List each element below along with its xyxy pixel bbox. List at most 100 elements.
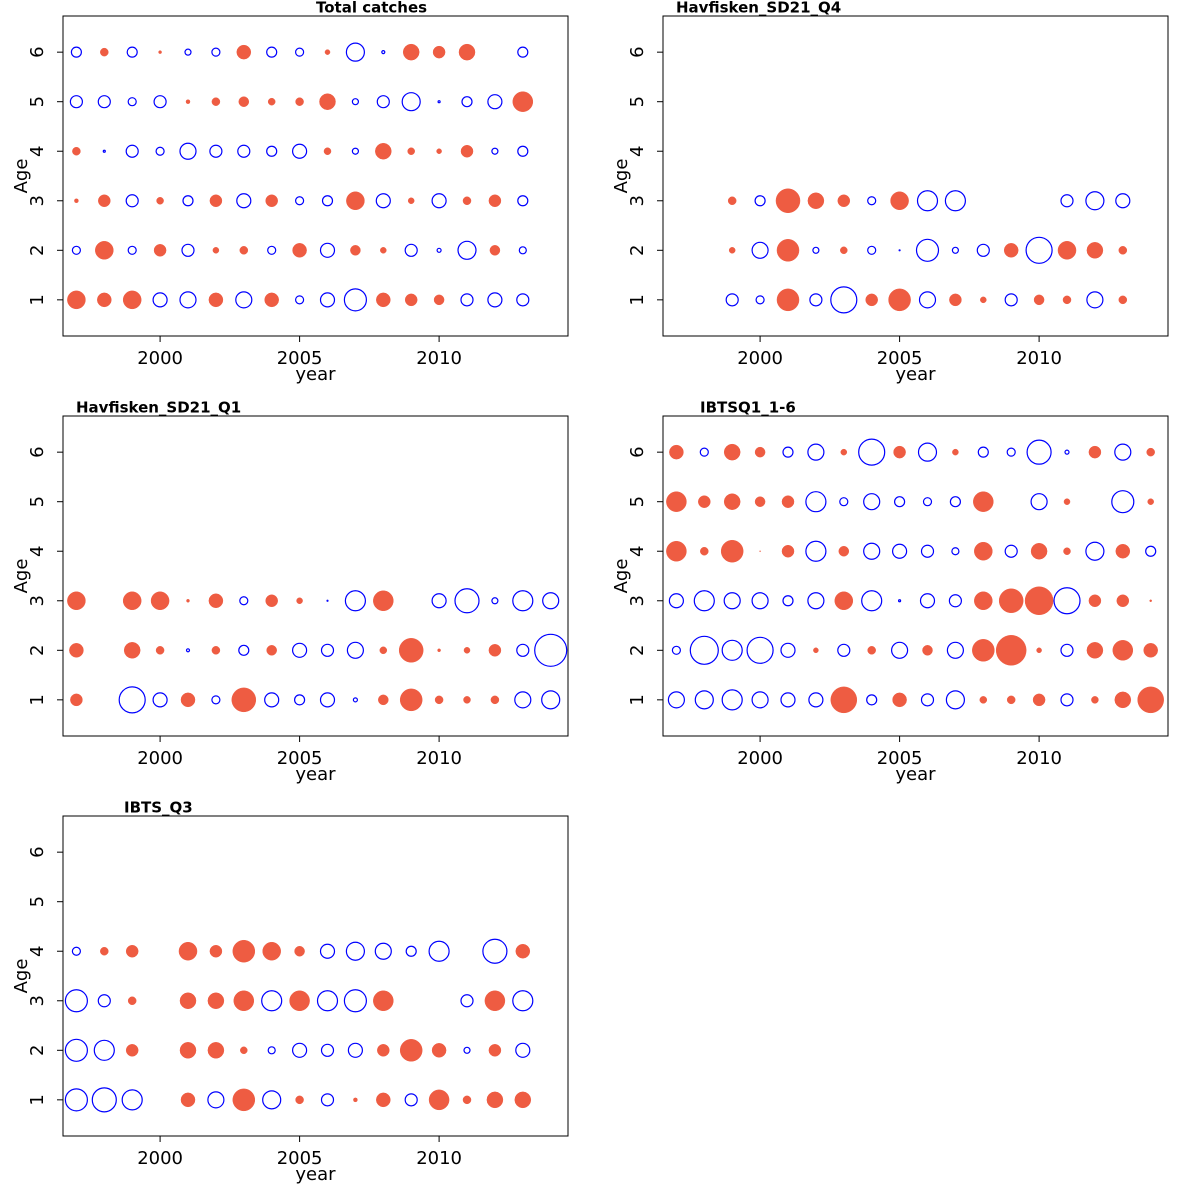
negative-residual (976, 243, 990, 257)
negative-residual (751, 592, 769, 610)
negative-residual (721, 639, 743, 661)
positive-residual (292, 243, 307, 258)
positive-residual (404, 293, 418, 307)
x-tick-label: 2000 (137, 348, 183, 369)
y-tick-label: 5 (27, 896, 48, 907)
positive-residual (185, 99, 191, 104)
positive-residual (460, 144, 474, 158)
positive-residual (209, 944, 223, 958)
positive-residual (95, 241, 114, 260)
positive-residual (428, 1089, 450, 1111)
x-tick-label: 2010 (1016, 748, 1062, 769)
negative-residual (512, 990, 534, 1012)
negative-residual (699, 447, 709, 457)
negative-residual (1060, 643, 1074, 657)
negative-residual (428, 940, 450, 962)
negative-residual (343, 989, 367, 1013)
positive-residual (431, 1043, 447, 1058)
negative-residual (211, 47, 221, 57)
y-tick-label: 2 (27, 1045, 48, 1056)
positive-residual (759, 550, 761, 552)
negative-residual (207, 1091, 225, 1109)
positive-residual (295, 97, 304, 106)
negative-residual (805, 540, 827, 562)
positive-residual (378, 694, 389, 706)
negative-residual (376, 95, 390, 109)
positive-residual (398, 638, 424, 663)
negative-residual (126, 46, 138, 58)
negative-residual (121, 1089, 143, 1111)
positive-residual (324, 49, 331, 55)
y-tick-label: 6 (627, 446, 648, 457)
positive-residual (865, 293, 878, 307)
negative-residual (671, 645, 681, 655)
negative-residual (863, 493, 881, 511)
positive-residual (1088, 594, 1102, 608)
panel-title: Havfisken_SD21_Q4 (676, 0, 841, 17)
panel-title: IBTS_Q3 (124, 799, 193, 817)
positive-residual (67, 290, 86, 310)
negative-residual (344, 590, 366, 612)
x-tick-label: 2000 (137, 1148, 183, 1169)
positive-residual (700, 546, 709, 556)
positive-residual (296, 597, 303, 605)
positive-residual (893, 445, 906, 459)
positive-residual (974, 591, 993, 611)
positive-residual (462, 196, 472, 206)
negative-residual (866, 694, 878, 706)
negative-residual (152, 292, 168, 308)
negative-residual (237, 144, 251, 158)
negative-residual (291, 143, 308, 159)
negative-residual (294, 196, 305, 206)
negative-residual (264, 692, 280, 708)
y-tick-label: 1 (627, 294, 648, 305)
positive-residual (180, 692, 196, 708)
x-tick-label: 2000 (737, 748, 783, 769)
y-tick-label: 2 (627, 245, 648, 256)
positive-residual (98, 194, 111, 208)
negative-residual (721, 689, 743, 711)
negative-residual (1060, 693, 1074, 707)
positive-residual (294, 945, 305, 957)
negative-residual (125, 144, 139, 158)
negative-residual (127, 245, 137, 255)
positive-residual (1143, 643, 1158, 658)
positive-residual (1086, 642, 1104, 659)
negative-residual (1004, 293, 1018, 307)
negative-residual (1085, 191, 1105, 211)
y-tick-label: 3 (627, 595, 648, 606)
negative-residual (919, 593, 936, 609)
positive-residual (295, 1095, 304, 1105)
y-tick-label: 2 (27, 645, 48, 656)
x-tick-label: 2000 (737, 348, 783, 369)
positive-residual (1118, 246, 1128, 255)
y-tick-label: 6 (627, 46, 648, 57)
positive-residual (867, 646, 876, 655)
plot-frame (662, 15, 1169, 337)
negative-residual (404, 243, 418, 257)
negative-residual (516, 293, 530, 307)
positive-residual (1062, 295, 1072, 305)
negative-residual (93, 1039, 115, 1061)
positive-residual (775, 188, 801, 214)
positive-residual (922, 645, 933, 656)
x-axis-label: year (895, 364, 936, 385)
positive-residual (208, 292, 224, 308)
negative-residual (867, 245, 877, 255)
negative-residual (1030, 493, 1048, 511)
negative-residual (917, 442, 938, 462)
negative-residual (920, 693, 935, 707)
positive-residual (70, 693, 83, 707)
negative-residual (858, 438, 886, 466)
negative-residual (345, 941, 365, 961)
negative-residual (69, 95, 83, 109)
y-tick-label: 2 (627, 645, 648, 656)
negative-residual (436, 247, 442, 253)
negative-residual (320, 643, 335, 657)
positive-residual (265, 194, 278, 208)
positive-residual (436, 148, 442, 154)
positive-residual (125, 944, 139, 958)
negative-residual (460, 994, 474, 1008)
positive-residual (1112, 640, 1134, 661)
positive-residual (834, 591, 854, 611)
